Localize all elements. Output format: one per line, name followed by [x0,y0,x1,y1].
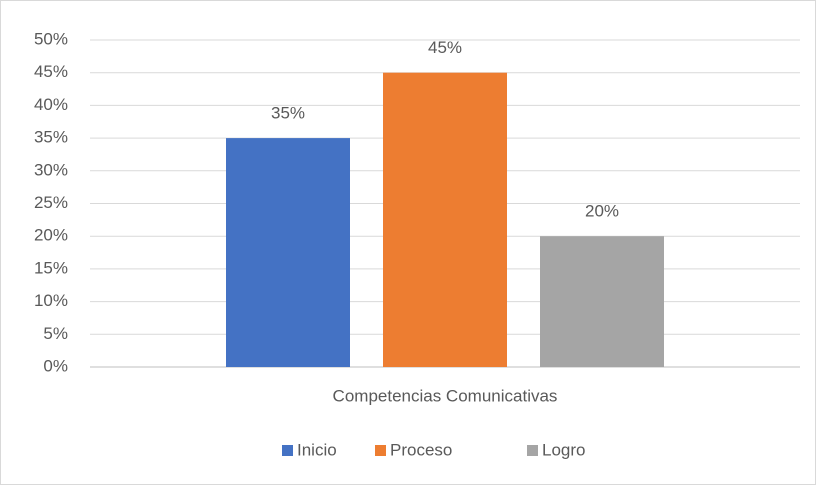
bar [540,236,664,367]
legend-swatch [282,445,293,456]
y-tick-label: 25% [34,193,68,212]
y-tick-label: 35% [34,128,68,147]
y-tick-label: 40% [34,95,68,114]
x-tick-label: Competencias Comunicativas [333,386,558,405]
y-tick-label: 15% [34,258,68,277]
legend-label: Inicio [297,440,337,459]
legend-swatch [375,445,386,456]
data-label: 35% [271,104,305,123]
legend-swatch [527,445,538,456]
y-tick-label: 30% [34,160,68,179]
legend-label: Logro [542,440,585,459]
y-tick-label: 0% [43,356,68,375]
y-tick-label: 10% [34,291,68,310]
y-tick-label: 20% [34,226,68,245]
legend-label: Proceso [390,440,452,459]
y-tick-label: 50% [34,29,68,48]
data-label: 20% [585,202,619,221]
y-tick-label: 45% [34,62,68,81]
bar [383,72,507,367]
bar [226,138,350,367]
y-tick-label: 5% [43,324,68,343]
data-label: 45% [428,38,462,57]
